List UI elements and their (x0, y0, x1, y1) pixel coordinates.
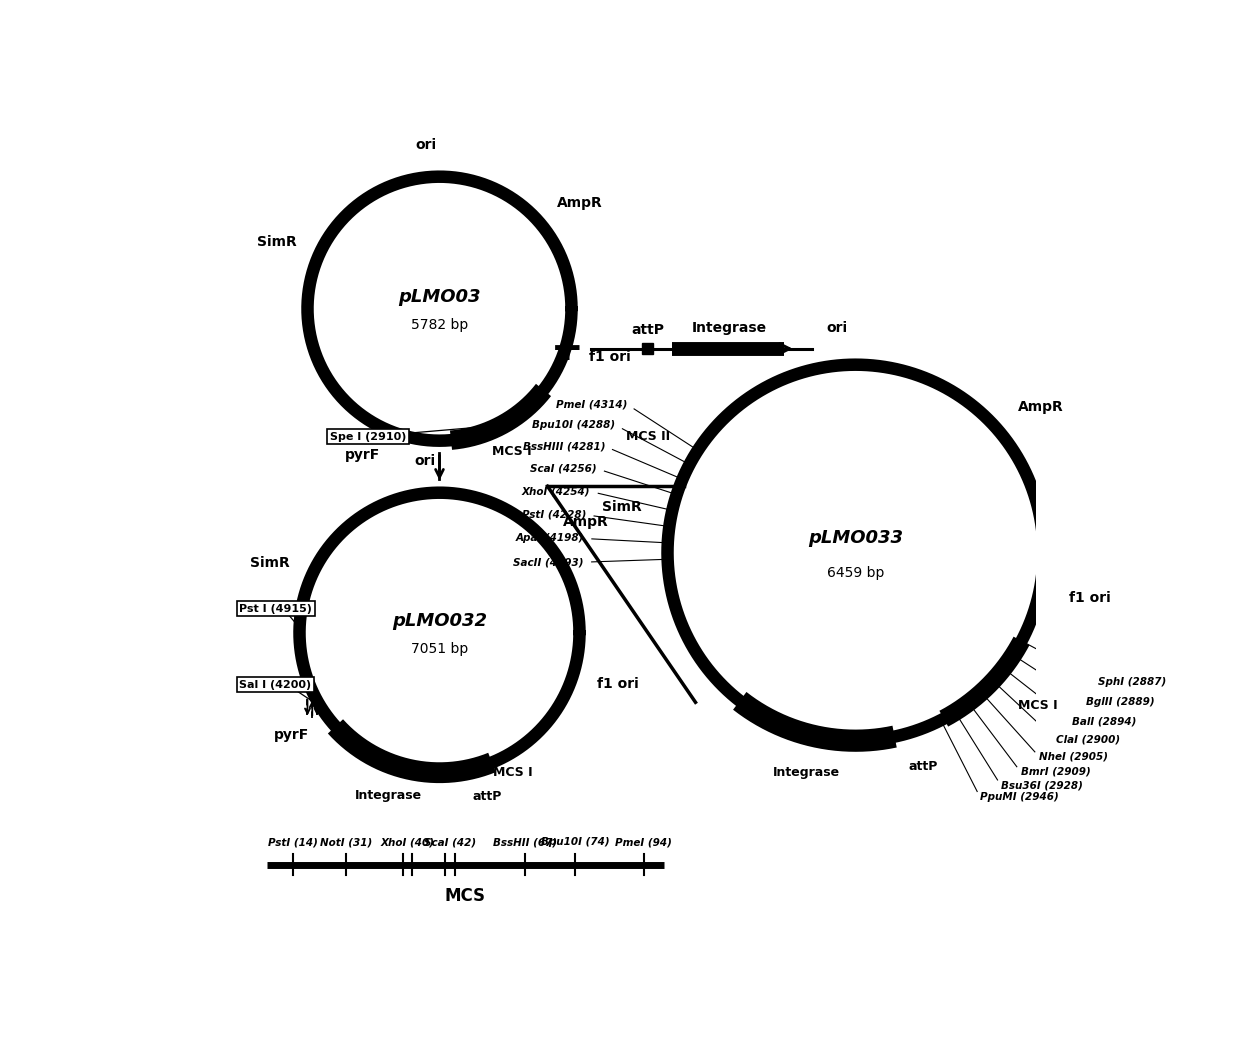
Text: ori: ori (415, 138, 436, 152)
Text: BssHII (67): BssHII (67) (494, 837, 557, 847)
Text: 7051 bp: 7051 bp (410, 642, 469, 656)
Text: attP: attP (909, 761, 937, 773)
Text: SimR: SimR (249, 556, 289, 569)
Text: SimR: SimR (257, 235, 296, 249)
Text: BmrI (2909): BmrI (2909) (1021, 767, 1090, 777)
Text: Bpu10I (4288): Bpu10I (4288) (532, 420, 615, 430)
Text: f1 ori: f1 ori (1069, 591, 1111, 605)
Text: PpuMI (2946): PpuMI (2946) (980, 792, 1059, 802)
Text: Bsu36I (2928): Bsu36I (2928) (1001, 780, 1083, 791)
Text: AmpR: AmpR (557, 196, 603, 210)
Text: MCS II: MCS II (626, 430, 671, 444)
Text: f1 ori: f1 ori (596, 676, 639, 691)
Text: PmeI (94): PmeI (94) (615, 837, 672, 847)
Text: AmpR: AmpR (563, 515, 609, 529)
Text: SimR: SimR (603, 501, 642, 514)
Text: attP: attP (631, 323, 663, 337)
Text: +: + (552, 329, 584, 368)
Text: SphI (2887): SphI (2887) (1097, 676, 1166, 687)
Text: attP: attP (472, 790, 502, 802)
Text: PmeI (4314): PmeI (4314) (556, 400, 627, 409)
Text: MCS I: MCS I (494, 766, 533, 779)
Text: NotI (31): NotI (31) (320, 837, 372, 847)
Text: ScaI (4256): ScaI (4256) (531, 463, 596, 474)
Text: ScaI (42): ScaI (42) (424, 837, 476, 847)
Text: Spe I (2910): Spe I (2910) (330, 431, 407, 442)
Text: ori: ori (826, 321, 847, 336)
Text: 6459 bp: 6459 bp (827, 565, 884, 580)
Text: ApaI (4198): ApaI (4198) (516, 533, 584, 543)
Text: XhoI (4254): XhoI (4254) (522, 486, 590, 497)
Text: 5782 bp: 5782 bp (410, 318, 469, 331)
Text: pLMO033: pLMO033 (808, 529, 903, 548)
Text: Integrase: Integrase (692, 321, 766, 336)
Text: pLMO032: pLMO032 (392, 612, 487, 630)
Text: MCS I: MCS I (492, 445, 532, 458)
Text: BssHIII (4281): BssHIII (4281) (522, 442, 605, 451)
Text: BglII (2889): BglII (2889) (1086, 697, 1154, 708)
Text: pyrF: pyrF (274, 727, 309, 742)
Text: MCS I: MCS I (1018, 699, 1058, 712)
Text: pLMO03: pLMO03 (398, 288, 481, 305)
Text: Pst I (4915): Pst I (4915) (239, 604, 312, 614)
Text: PstI (14): PstI (14) (268, 837, 317, 847)
Text: ori: ori (414, 454, 435, 468)
Text: Bpu10I (74): Bpu10I (74) (541, 837, 610, 847)
Text: XhoI (40): XhoI (40) (381, 837, 434, 847)
Text: pyrF: pyrF (345, 448, 381, 461)
Text: MCS: MCS (445, 887, 486, 905)
Text: NheI (2905): NheI (2905) (1039, 751, 1109, 762)
Text: AmpR: AmpR (1018, 400, 1064, 414)
Text: PstI (4228): PstI (4228) (522, 510, 587, 520)
Text: Sal I (4200): Sal I (4200) (239, 680, 311, 690)
Text: Integrase: Integrase (355, 789, 423, 802)
Text: f1 ori: f1 ori (589, 350, 631, 365)
Bar (642, 344, 652, 354)
Text: ClaI (2900): ClaI (2900) (1056, 735, 1120, 745)
Text: SacII (4193): SacII (4193) (513, 557, 584, 567)
Text: Integrase: Integrase (773, 766, 839, 778)
Text: BalI (2894): BalI (2894) (1071, 717, 1136, 726)
